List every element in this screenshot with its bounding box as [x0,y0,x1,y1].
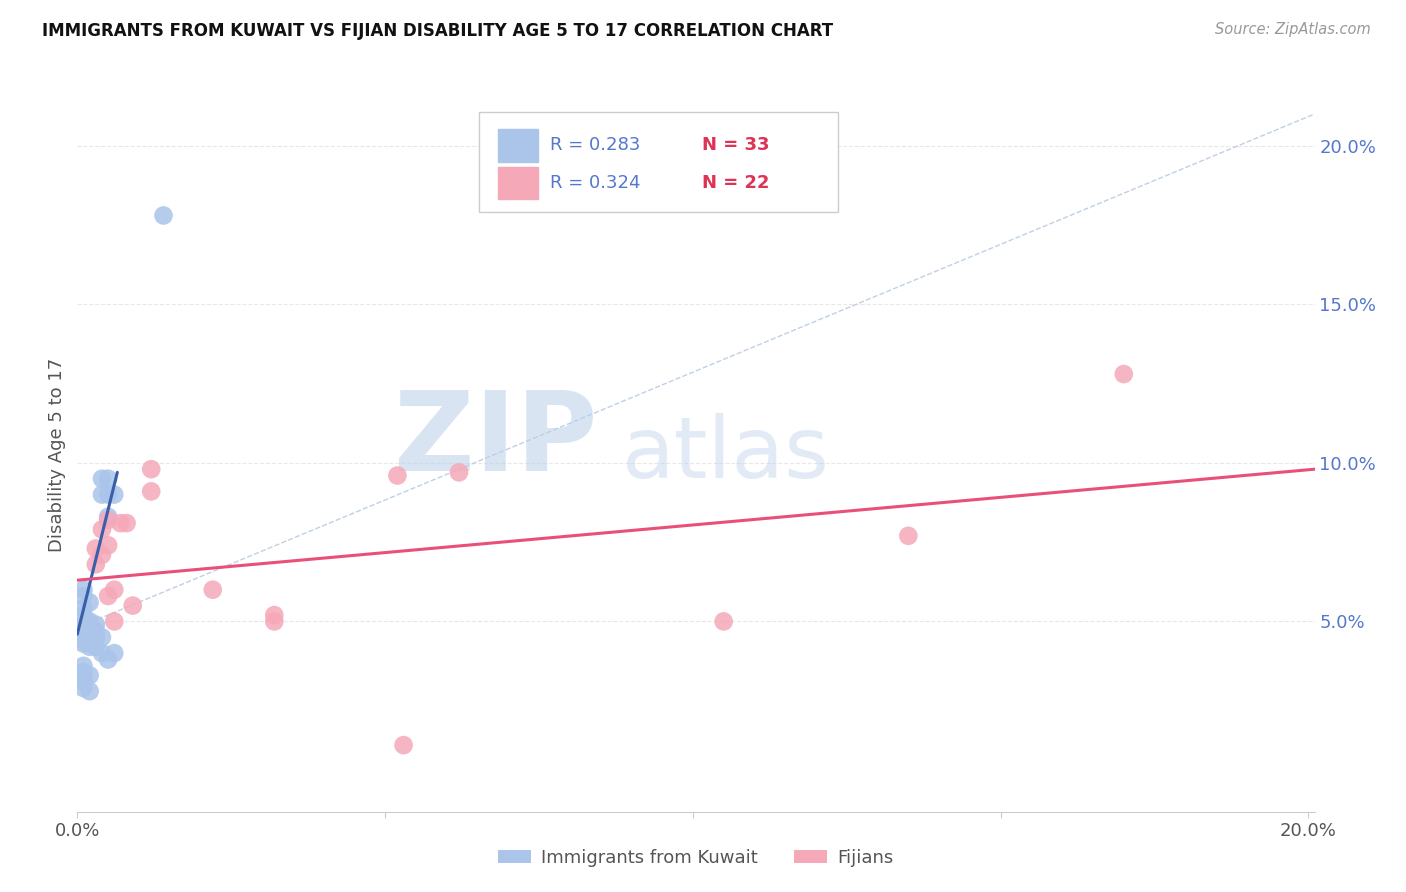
Point [97,538,120,552]
Point [72,665,94,680]
Point [79,668,101,682]
Text: atlas: atlas [621,413,830,497]
Point [79,595,101,609]
Point [72,582,94,597]
FancyBboxPatch shape [498,128,537,161]
Point [110,516,132,530]
Point [72,637,94,651]
Text: Source: ZipAtlas.com: Source: ZipAtlas.com [1215,22,1371,37]
Legend: Immigrants from Kuwait, Fijians: Immigrants from Kuwait, Fijians [491,842,901,874]
Point [103,582,125,597]
Text: N = 22: N = 22 [702,174,769,192]
Point [72,608,94,623]
Point [392,738,415,752]
Point [72,589,94,603]
Point [713,615,735,629]
Point [263,608,285,623]
Point [91,472,114,486]
Point [84,640,107,654]
Point [201,582,224,597]
Point [897,529,920,543]
Point [72,674,94,689]
Point [103,615,125,629]
Point [141,484,163,499]
Point [72,627,94,641]
Point [91,523,114,537]
Point [263,615,285,629]
Point [141,462,163,476]
Point [103,646,125,660]
Point [84,541,107,556]
Point [91,630,114,644]
Point [91,487,114,501]
Point [84,558,107,572]
Point [1112,367,1135,381]
Text: R = 0.283: R = 0.283 [550,136,640,154]
Text: ZIP: ZIP [394,387,598,494]
Text: N = 33: N = 33 [702,136,769,154]
Point [79,627,101,641]
Point [121,599,143,613]
Point [72,617,94,632]
Point [97,487,120,501]
Point [79,684,101,698]
Point [91,548,114,562]
Point [84,627,107,641]
Point [79,640,101,654]
Point [79,633,101,648]
Point [97,513,120,527]
Text: R = 0.324: R = 0.324 [550,174,641,192]
Point [79,615,101,629]
Point [97,589,120,603]
Point [72,672,94,686]
Text: IMMIGRANTS FROM KUWAIT VS FIJIAN DISABILITY AGE 5 TO 17 CORRELATION CHART: IMMIGRANTS FROM KUWAIT VS FIJIAN DISABIL… [42,22,834,40]
Point [72,681,94,695]
FancyBboxPatch shape [479,112,838,212]
Point [84,624,107,638]
Point [72,624,94,638]
Point [97,472,120,486]
Point [84,617,107,632]
Point [72,601,94,615]
Point [103,487,125,501]
Point [79,621,101,635]
Point [97,652,120,666]
Point [152,209,174,223]
Point [72,658,94,673]
Point [91,646,114,660]
Point [79,624,101,638]
Point [447,466,470,480]
Point [387,468,409,483]
Y-axis label: Disability Age 5 to 17: Disability Age 5 to 17 [48,358,66,552]
Point [72,633,94,648]
FancyBboxPatch shape [498,167,537,200]
Point [72,621,94,635]
Point [115,516,138,530]
Point [97,509,120,524]
Point [84,630,107,644]
